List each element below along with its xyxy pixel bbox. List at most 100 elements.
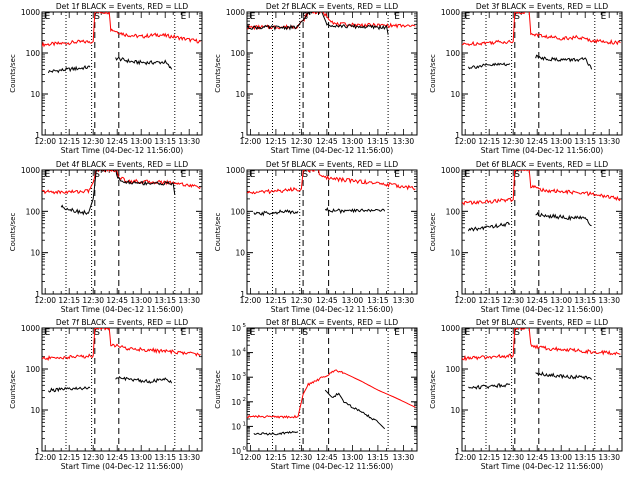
x-tick-label: 12:00 xyxy=(34,296,56,305)
detector-plot: Det 3f BLACK = Events, RED = LLD 1 10 100 10… xyxy=(429,2,623,155)
interval-marker-label: E xyxy=(45,170,51,180)
y-tick-exponent: 4 xyxy=(243,348,247,354)
interval-marker-label: E xyxy=(394,12,400,22)
x-axis-label: Start Time (04-Dec-12 11:56:00) xyxy=(271,146,393,155)
y-axis-label: Counts/sec xyxy=(429,370,437,409)
detector-plot: Det 9f BLACK = Events, RED = LLD 1 10 100 10… xyxy=(429,318,623,471)
x-tick-label: 12:00 xyxy=(454,453,476,462)
y-tick-label: 10 xyxy=(30,90,40,99)
y-tick-label: 100 xyxy=(26,365,41,374)
detector-plot: Det 2f BLACK = Events, RED = LLD 1 10 100 10… xyxy=(214,2,418,155)
y-tick-label: 10 xyxy=(231,349,241,358)
detector-plot: Det 6f BLACK = Events, RED = LLD 1 10 100 10… xyxy=(429,160,623,314)
events-series-line xyxy=(253,206,386,217)
interval-marker-label: E xyxy=(465,12,471,22)
y-tick-exponent: 0 xyxy=(243,446,247,452)
x-axis-label: Start Time (04-Dec-12 11:56:00) xyxy=(271,462,393,471)
x-tick-label: 12:30 xyxy=(82,296,104,305)
x-tick-label: 12:45 xyxy=(526,453,548,462)
y-tick-label: 10 xyxy=(30,249,40,258)
y-tick-label: 100 xyxy=(26,49,41,58)
x-tick-label: 12:45 xyxy=(106,137,128,146)
x-axis-label: Start Time (04-Dec-12 11:56:00) xyxy=(481,305,603,314)
x-tick-label: 12:45 xyxy=(316,137,338,146)
interval-marker-label: E xyxy=(394,170,400,180)
x-tick-label: 13:30 xyxy=(598,137,620,146)
plot-frame xyxy=(246,169,418,295)
events-series-line xyxy=(47,56,173,74)
interval-marker-label: E xyxy=(601,170,607,180)
x-tick-label: 12:15 xyxy=(478,453,500,462)
y-tick-label: 10 xyxy=(30,406,40,415)
y-axis-label: Counts/sec xyxy=(9,213,17,252)
x-axis-label: Start Time (04-Dec-12 11:56:00) xyxy=(481,462,603,471)
x-tick-label: 13:15 xyxy=(574,296,596,305)
y-tick-label: 100 xyxy=(231,49,246,58)
x-tick-label: 13:15 xyxy=(154,453,176,462)
x-tick-label: 13:00 xyxy=(342,137,364,146)
events-series-line xyxy=(467,54,593,70)
y-tick-label: 1 xyxy=(35,290,40,299)
lld-series-line xyxy=(247,170,416,195)
x-tick-label: 13:15 xyxy=(367,296,389,305)
y-axis-label: Counts/sec xyxy=(9,370,17,409)
y-tick-label: 1000 xyxy=(441,324,460,333)
y-tick-label: 10 xyxy=(450,249,460,258)
x-tick-label: 12:45 xyxy=(526,137,548,146)
x-tick-label: 13:30 xyxy=(393,296,415,305)
y-tick-label: 1 xyxy=(455,447,460,456)
events-series-line xyxy=(48,376,173,393)
plot-frame xyxy=(461,327,623,452)
x-tick-label: 13:00 xyxy=(130,137,152,146)
x-tick-label: 12:00 xyxy=(454,296,476,305)
lld-series-line xyxy=(42,328,201,362)
lld-series-line xyxy=(247,369,416,419)
interval-marker-label: S xyxy=(94,170,100,180)
x-tick-label: 13:30 xyxy=(178,296,200,305)
lld-series-line xyxy=(42,170,201,195)
lld-series-line xyxy=(462,12,621,47)
y-tick-label: 1000 xyxy=(441,166,460,175)
plot-title: Det 5f BLACK = Events, RED = LLD xyxy=(266,160,399,169)
interval-marker-label: S xyxy=(302,170,308,180)
plot-title: Det 2f BLACK = Events, RED = LLD xyxy=(266,2,399,11)
detector-plot: Det 1f BLACK = Events, RED = LLD 1 10 100 10… xyxy=(9,2,203,155)
interval-marker-label: S xyxy=(302,328,308,338)
interval-marker-label: E xyxy=(181,328,187,338)
x-tick-label: 12:30 xyxy=(502,296,524,305)
interval-marker-label: E xyxy=(45,328,51,338)
y-tick-label: 1000 xyxy=(226,166,245,175)
x-tick-label: 13:00 xyxy=(550,453,572,462)
x-tick-label: 12:30 xyxy=(291,296,313,305)
y-tick-exponent: 2 xyxy=(243,397,247,403)
x-tick-label: 12:15 xyxy=(265,137,287,146)
y-tick-label: 10 xyxy=(231,422,241,431)
interval-marker-label: E xyxy=(601,328,607,338)
events-series-line xyxy=(60,170,176,216)
x-tick-label: 13:15 xyxy=(367,137,389,146)
plot-title: Det 1f BLACK = Events, RED = LLD xyxy=(56,2,189,11)
interval-marker-label: E xyxy=(394,328,400,338)
x-tick-label: 12:30 xyxy=(82,453,104,462)
y-tick-label: 10 xyxy=(235,249,245,258)
y-tick-exponent: 5 xyxy=(243,323,247,329)
y-tick-exponent: 1 xyxy=(243,421,247,427)
x-tick-label: 12:00 xyxy=(34,137,56,146)
plot-title: Det 4f BLACK = Events, RED = LLD xyxy=(56,160,189,169)
x-tick-label: 13:00 xyxy=(550,296,572,305)
interval-marker-label: S xyxy=(514,328,520,338)
lld-series-line xyxy=(462,328,621,362)
x-tick-label: 12:00 xyxy=(240,296,262,305)
x-tick-label: 13:30 xyxy=(178,137,200,146)
x-tick-label: 12:00 xyxy=(34,453,56,462)
y-tick-label: 1 xyxy=(240,290,245,299)
x-axis-label: Start Time (04-Dec-12 11:56:00) xyxy=(61,305,183,314)
interval-marker-label: E xyxy=(181,170,187,180)
plot-frame xyxy=(461,11,623,136)
plot-title: Det 8f BLACK = Events, RED = LLD xyxy=(266,318,399,327)
x-tick-label: 13:30 xyxy=(393,453,415,462)
x-tick-label: 13:00 xyxy=(130,296,152,305)
x-axis-label: Start Time (04-Dec-12 11:56:00) xyxy=(271,305,393,314)
y-tick-label: 1 xyxy=(455,290,460,299)
